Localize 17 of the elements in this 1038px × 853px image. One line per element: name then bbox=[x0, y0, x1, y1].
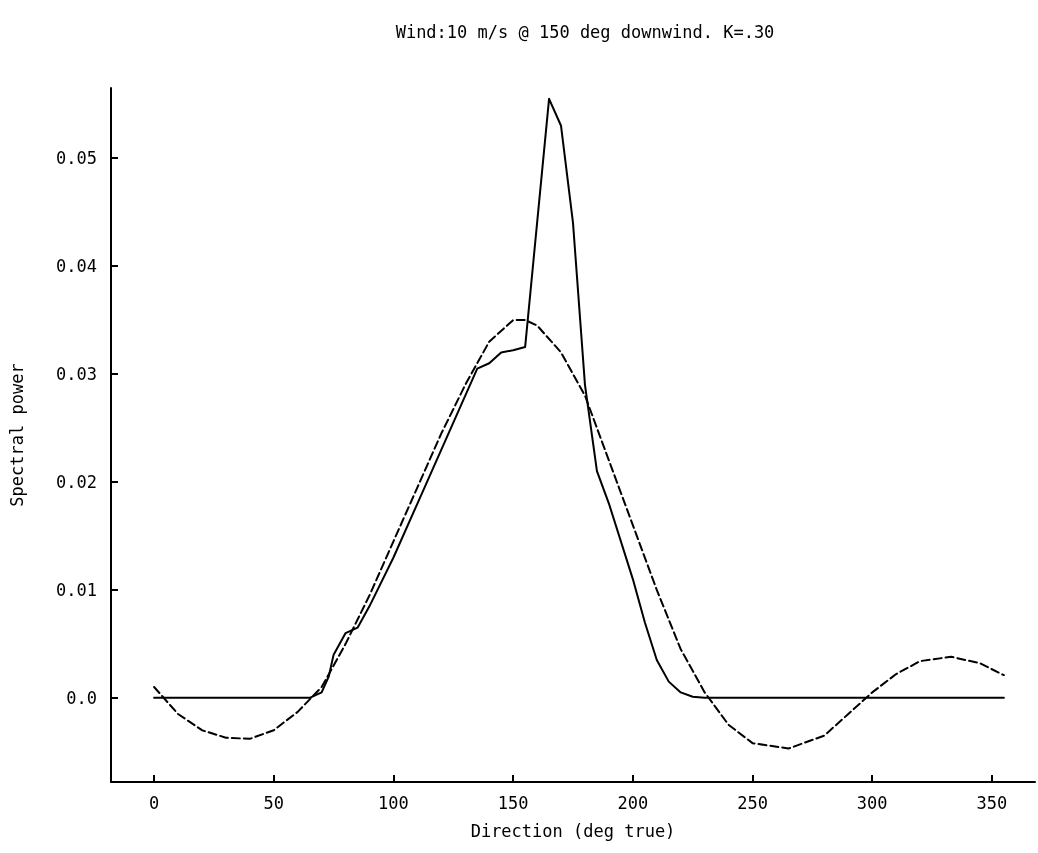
y-axis-title: Spectral power bbox=[6, 363, 27, 507]
y-tick-label: 0.02 bbox=[56, 471, 97, 492]
y-tick-label: 0.04 bbox=[56, 256, 97, 277]
x-tick-label: 300 bbox=[856, 792, 888, 813]
x-tick-label: 0 bbox=[148, 792, 160, 813]
x-tick-label: 250 bbox=[737, 792, 768, 813]
chart-title: Wind:10 m/s @ 150 deg downwind. K=.30 bbox=[395, 21, 775, 42]
y-tick-label: 0.01 bbox=[56, 579, 97, 600]
x-tick-label: 100 bbox=[378, 792, 409, 813]
y-tick-label: 0.0 bbox=[66, 687, 97, 708]
y-tick-label: 0.03 bbox=[56, 364, 97, 385]
x-axis-title: Direction (deg true) bbox=[470, 820, 676, 841]
x-tick-label: 150 bbox=[497, 792, 529, 813]
y-tick-label: 0.05 bbox=[56, 148, 97, 169]
x-tick-label: 50 bbox=[263, 792, 285, 813]
x-tick-label: 350 bbox=[976, 792, 1008, 813]
x-tick-label: 200 bbox=[617, 792, 649, 813]
